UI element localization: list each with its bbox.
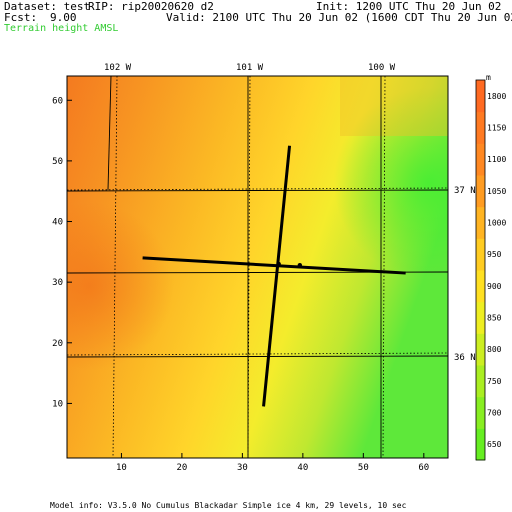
cross-section-line-east-west — [142, 256, 406, 275]
axis-ticks: 10 20 30 40 50 60 10 20 30 40 50 60 — [52, 96, 429, 473]
colorbar-segment — [476, 175, 485, 208]
init-label: Init: 1200 UTC Thu 20 Jun 02 — [316, 0, 502, 13]
fcst-value: 9.00 — [50, 11, 77, 24]
lat-label-37n: 37 N — [454, 186, 476, 196]
lat-label-36n: 36 N — [454, 353, 476, 363]
dataset-label: Dataset: test — [4, 0, 91, 13]
colorbar-level-label: 1000 — [487, 219, 506, 228]
colorbar-segment — [476, 396, 485, 429]
colorbar-segment — [476, 238, 485, 271]
colorbar-level-label: 1100 — [487, 155, 506, 164]
colorbar-segment — [476, 80, 485, 113]
colorbar-segment — [476, 428, 485, 461]
colorbar-level-label: 850 — [487, 314, 502, 323]
colorbar-level-label: 650 — [487, 440, 502, 449]
colorbar-level-label: 900 — [487, 282, 502, 291]
colorbar-level-label: 1050 — [487, 187, 506, 196]
colorbar-segment — [476, 270, 485, 303]
y-tick-label: 30 — [52, 278, 63, 288]
colorbar-level-label: 950 — [487, 250, 502, 259]
lon-label-102w: 102 W — [104, 63, 132, 73]
colorbar-segment — [476, 111, 485, 144]
lon-label-101w: 101 W — [236, 63, 264, 73]
colorbar-segment — [476, 143, 485, 176]
graticule — [67, 76, 448, 458]
valid-label: Valid: 2100 UTC Thu 20 Jun 02 (1600 CDT … — [166, 11, 512, 24]
lon-label-100w: 100 W — [368, 63, 396, 73]
colorbar-segment — [476, 333, 485, 366]
colorbar-segment — [476, 365, 485, 398]
y-tick-label: 40 — [52, 218, 63, 228]
colorbar: m 650 700 750 800 850 900 950 1000 1050 1100 1150 1… — [475, 73, 506, 461]
x-tick-label: 40 — [297, 463, 308, 473]
colorbar-segment — [476, 206, 485, 239]
colorbar-level-label: 1800 — [487, 92, 506, 101]
y-tick-label: 60 — [52, 96, 63, 106]
colorbar-unit: m — [486, 73, 491, 82]
y-tick-label: 50 — [52, 157, 63, 167]
terrain-field — [67, 76, 448, 458]
field-title: Terrain height AMSL — [4, 23, 119, 34]
colorbar-level-label: 750 — [487, 377, 502, 386]
fcst-label: Fcst: — [4, 11, 38, 24]
y-tick-label: 20 — [52, 339, 63, 349]
x-tick-label: 30 — [237, 463, 248, 473]
model-info: Model info: V3.5.0 No Cumulus Blackadar … — [50, 501, 407, 510]
colorbar-level-label: 1150 — [487, 124, 506, 133]
cross-section-lines — [142, 145, 406, 407]
cross-section-line-north-south — [262, 145, 292, 407]
colorbar-level-label: 700 — [487, 409, 502, 418]
x-tick-label: 10 — [116, 463, 127, 473]
x-tick-label: 20 — [176, 463, 187, 473]
intersection-marker — [276, 261, 281, 267]
x-tick-label: 50 — [358, 463, 369, 473]
plot-frame — [66, 75, 449, 459]
colorbar-level-label: 800 — [487, 345, 502, 354]
rip-label: RIP: rip20020620 d2 — [88, 0, 214, 13]
intersection-marker — [297, 262, 303, 268]
y-tick-label: 10 — [52, 399, 63, 409]
colorbar-segment — [476, 301, 485, 334]
colorbar-frame — [475, 79, 486, 461]
x-tick-label: 60 — [418, 463, 429, 473]
